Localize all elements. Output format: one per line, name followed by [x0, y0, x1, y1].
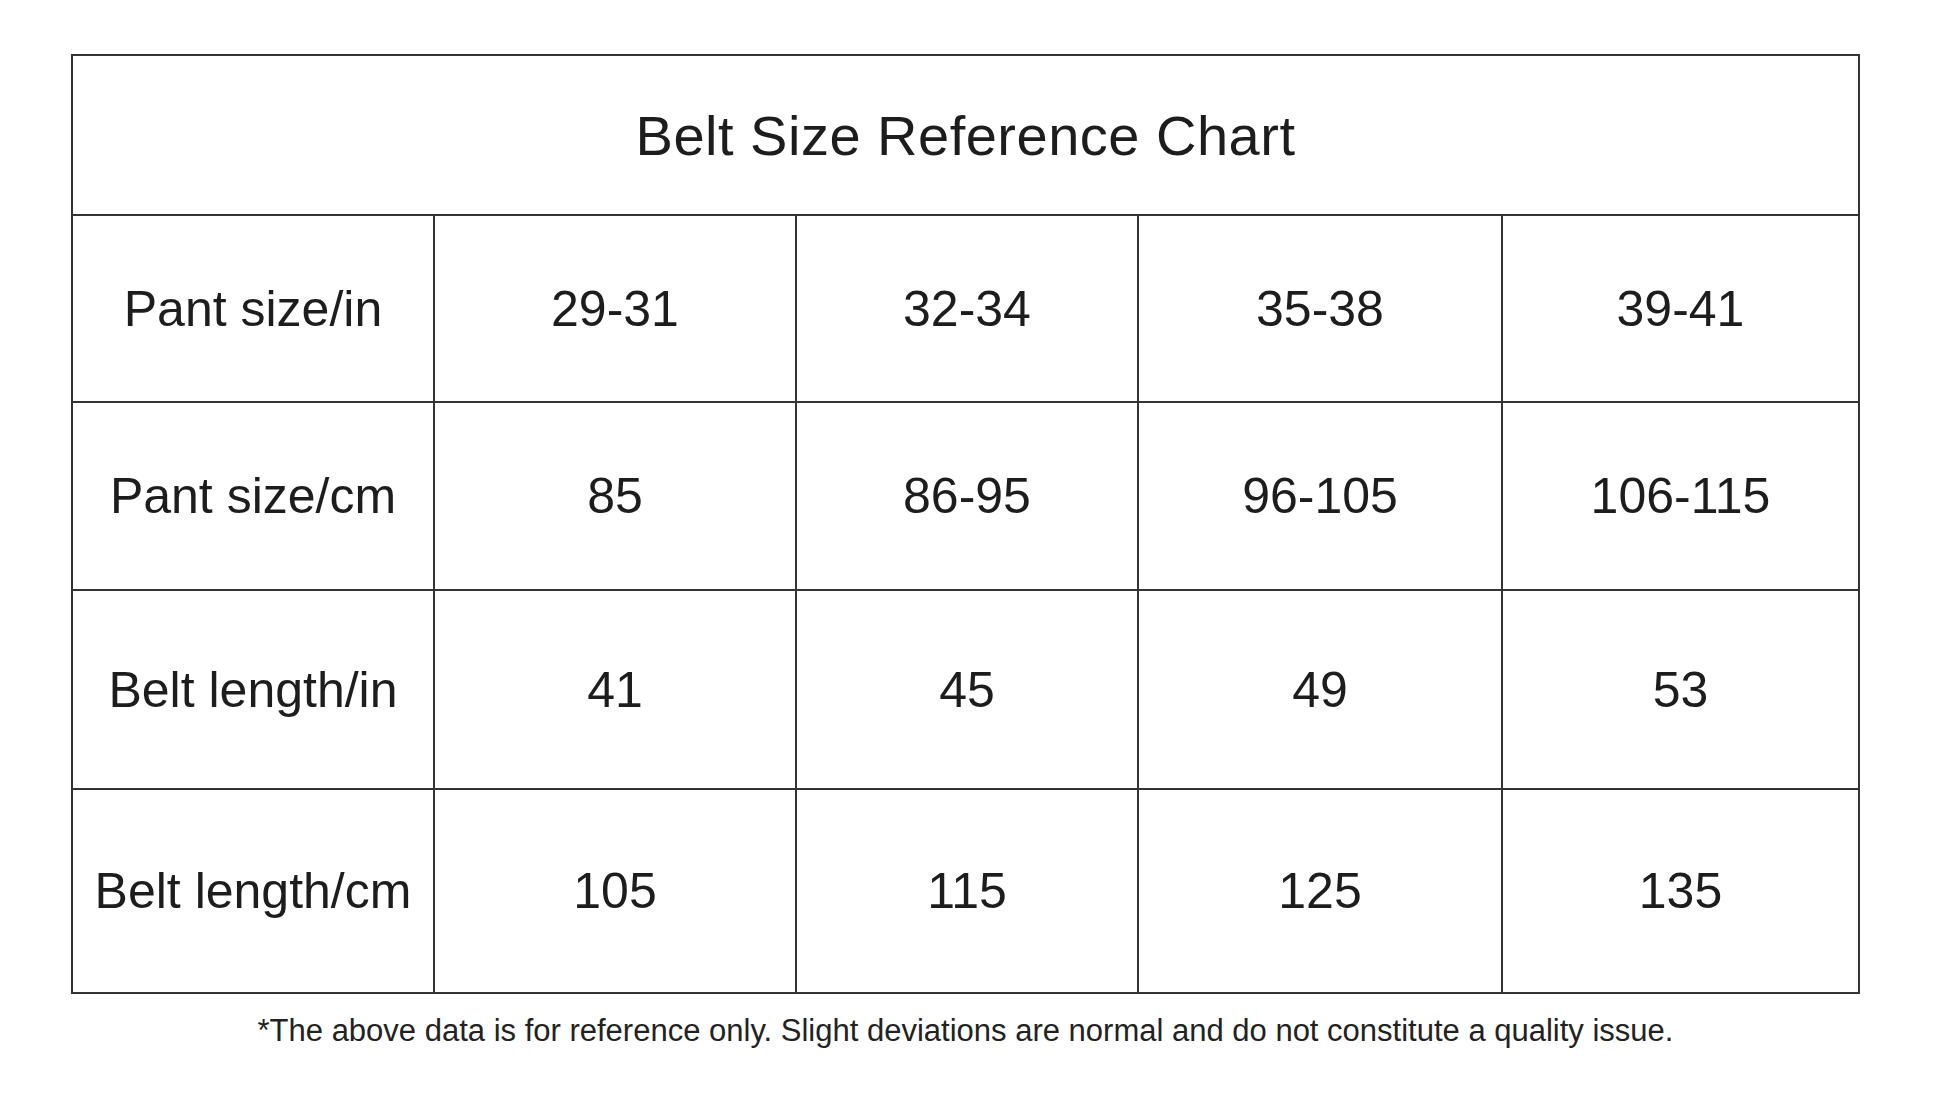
value-cell: 115 — [797, 790, 1139, 992]
value-cell: 41 — [435, 591, 797, 790]
value-cell: 32-34 — [797, 216, 1139, 403]
value-cell: 53 — [1503, 591, 1858, 790]
row-header-belt-length-in: Belt length/in — [73, 591, 435, 790]
value-cell: 125 — [1139, 790, 1503, 992]
value-cell: 35-38 — [1139, 216, 1503, 403]
table-grid: Pant size/in 29-31 32-34 35-38 39-41 Pan… — [73, 216, 1858, 992]
value-cell: 106-115 — [1503, 403, 1858, 591]
value-cell: 45 — [797, 591, 1139, 790]
footnote-text: *The above data is for reference only. S… — [71, 1008, 1860, 1054]
row-header-pant-size-cm: Pant size/cm — [73, 403, 435, 591]
value-cell: 135 — [1503, 790, 1858, 992]
row-header-belt-length-cm: Belt length/cm — [73, 790, 435, 992]
value-cell: 105 — [435, 790, 797, 992]
value-cell: 49 — [1139, 591, 1503, 790]
belt-size-reference-table: Belt Size Reference Chart Pant size/in 2… — [71, 54, 1860, 994]
value-cell: 96-105 — [1139, 403, 1503, 591]
value-cell: 39-41 — [1503, 216, 1858, 403]
row-header-pant-size-in: Pant size/in — [73, 216, 435, 403]
value-cell: 86-95 — [797, 403, 1139, 591]
value-cell: 29-31 — [435, 216, 797, 403]
table-title: Belt Size Reference Chart — [73, 56, 1858, 216]
value-cell: 85 — [435, 403, 797, 591]
